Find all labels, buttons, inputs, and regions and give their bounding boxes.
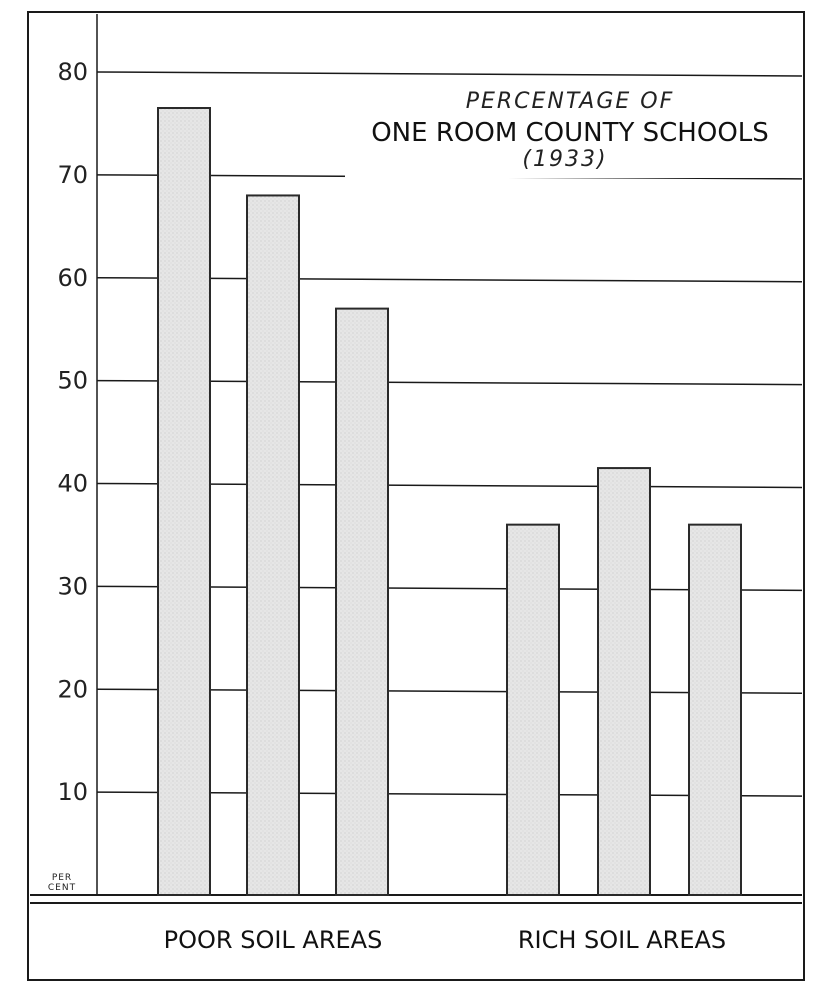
y-tick-labels: 10 20 30 40 50 60 70 80 (57, 58, 88, 806)
grid-line-50 (96, 379, 803, 386)
y-tick-label-70: 70 (57, 161, 88, 189)
y-tick-label-80: 80 (57, 58, 88, 86)
bar-group2-3 (688, 523, 742, 897)
bar-group1-3 (335, 307, 389, 896)
group-label-2: RICH SOIL AREAS (518, 926, 726, 954)
y-tick-label-20: 20 (57, 675, 88, 703)
grid-line-60 (96, 277, 803, 283)
bar-group2-1 (506, 523, 560, 897)
bar-group1-1 (157, 107, 211, 897)
chart-title-line3: (1933) (522, 147, 607, 172)
y-tick-label-10: 10 (57, 778, 88, 806)
chart-title-line2: ONE ROOM COUNTY SCHOOLS (371, 118, 769, 148)
y-unit-label-line1: PER (52, 873, 72, 883)
y-tick-label-30: 30 (57, 572, 88, 600)
grid-line-10 (96, 791, 803, 797)
y-tick-label-40: 40 (57, 470, 88, 498)
group-labels: POOR SOIL AREAS RICH SOIL AREAS (164, 926, 726, 954)
grid-line-80 (96, 71, 803, 77)
y-tick-label-60: 60 (57, 264, 88, 292)
group-label-1: POOR SOIL AREAS (164, 926, 383, 954)
title-backing (345, 82, 795, 178)
chart-title-line1: PERCENTAGE OF (466, 89, 675, 114)
y-tick-label-50: 50 (57, 367, 88, 395)
grid-line-20 (96, 688, 803, 694)
bars (157, 107, 742, 897)
y-unit-label-line2: CENT (48, 883, 76, 893)
bar-group2-2 (597, 467, 651, 896)
grid-line-30 (96, 585, 803, 592)
grid-line-40 (96, 482, 803, 489)
bar-group1-2 (246, 194, 300, 896)
